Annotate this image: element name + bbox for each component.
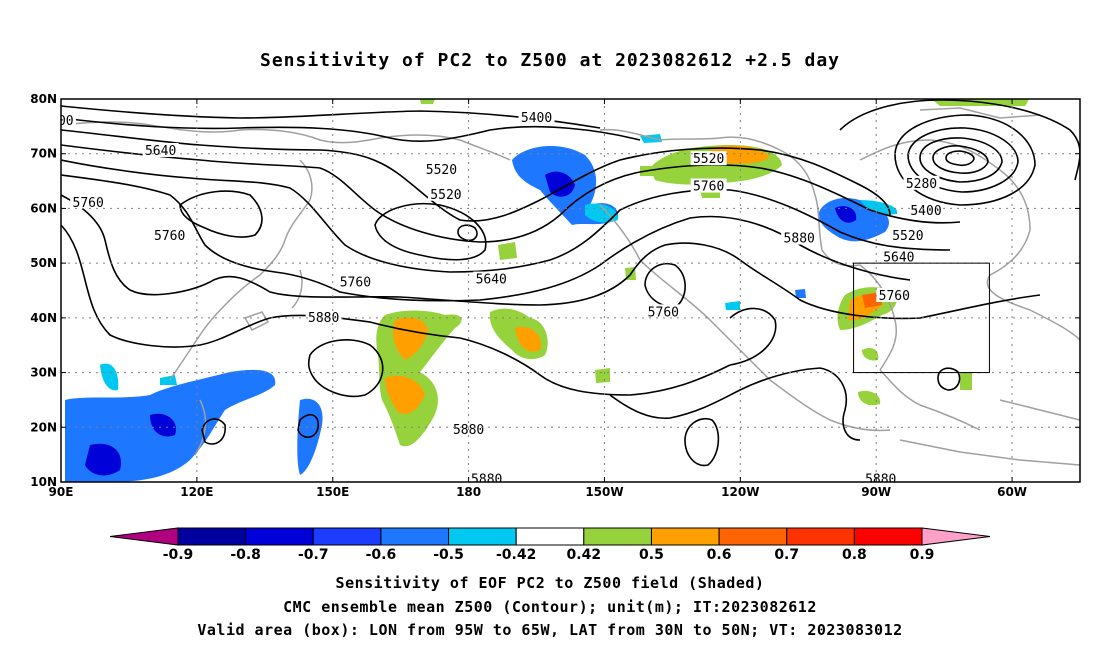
colorbar-swatch	[448, 527, 517, 546]
lat-label: 50N	[30, 256, 57, 270]
lat-label: 20N	[30, 420, 57, 434]
lat-label: 70N	[30, 147, 57, 161]
contour-label: 5760	[73, 196, 104, 211]
contour-label: 5760	[879, 289, 910, 304]
colorbar-label: 0.5	[639, 547, 664, 563]
contour-label: 5640	[883, 251, 914, 266]
plot-frame	[60, 98, 1081, 483]
longitude-axis: 90E 120E 150E 180 150W 120W 90W 60W	[49, 99, 1027, 499]
contour-label: 5640	[145, 144, 176, 159]
shaded-sensitivity	[65, 99, 1030, 482]
contour-label: 5280	[906, 177, 937, 192]
lat-label: 10N	[30, 475, 57, 489]
contour-label: 5880	[865, 472, 896, 487]
contour-label-bg	[61, 112, 76, 127]
colorbar: -0.9 -0.8 -0.7 -0.6 -0.5 -0.42 0.42 0.5 0.6 0.7 0.…	[109, 527, 991, 563]
colorbar-label: -0.5	[433, 547, 464, 563]
lon-label: 90E	[49, 485, 74, 499]
gridlines	[61, 99, 1080, 482]
contour-label: 5760	[693, 180, 724, 195]
contour-label-bg	[862, 471, 899, 482]
colorbar-swatch	[380, 527, 450, 546]
colorbar-swatch	[718, 527, 788, 546]
caption-line-2: CMC ensemble mean Z500 (Contour); unit(m…	[283, 598, 817, 616]
colorbar-label: 0.6	[707, 547, 732, 563]
contour-label-bg	[473, 271, 510, 286]
lat-label: 30N	[30, 366, 57, 380]
lon-label: 120E	[180, 485, 213, 499]
lat-label: 80N	[30, 92, 57, 106]
colorbar-label: -0.42	[496, 547, 536, 563]
contour-label-bg	[337, 274, 374, 289]
contour-labels: 400 5400 5640 5520 5520 5760 5280 5760 5520 5400 5…	[50, 110, 945, 487]
lon-label: 90W	[861, 485, 891, 499]
caption-line-3: Valid area (box): LON from 95W to 65W, L…	[197, 621, 903, 639]
colorbar-swatch	[515, 527, 585, 546]
contour-label-bg	[781, 230, 818, 245]
colorbar-swatch	[177, 527, 247, 546]
colorbar-end-low	[109, 527, 179, 546]
contour-label: 5880	[471, 472, 502, 487]
colorbar-end-high	[921, 527, 991, 546]
contour-label: 5640	[476, 273, 507, 288]
contour-label: 5760	[340, 275, 371, 290]
colorbar-swatch	[853, 527, 923, 546]
contour-label: 5760	[648, 305, 679, 320]
contour-label: 400	[50, 114, 73, 129]
lon-label: 180	[456, 485, 481, 499]
colorbar-swatch	[245, 527, 314, 546]
contour-label: 5880	[784, 232, 815, 247]
colorbar-swatch	[583, 527, 652, 546]
contour-label-bg	[690, 151, 727, 166]
contour-label-bg	[908, 203, 945, 218]
colorbar-swatch	[786, 527, 855, 546]
contour-label: 5520	[426, 163, 457, 178]
contour-label: 5760	[154, 229, 185, 244]
contour-label-bg	[876, 287, 913, 302]
colorbar-label: -0.6	[366, 547, 397, 563]
contour-label: 5520	[430, 188, 461, 203]
contour-label-bg	[70, 194, 107, 209]
contour-label-bg	[151, 227, 188, 242]
contour-label-bg	[518, 110, 555, 125]
contour-label: 5880	[453, 423, 484, 438]
colorbar-label: -0.9	[163, 547, 194, 563]
z500-contours	[61, 99, 1080, 467]
contour-label-bg	[903, 175, 940, 190]
contour-label-bg	[423, 162, 460, 177]
colorbar-label: -0.8	[230, 547, 261, 563]
lon-label: 120W	[721, 485, 759, 499]
lon-label: 150E	[316, 485, 349, 499]
latitude-axis: 80N 70N 60N 50N 40N 30N 20N 10N	[30, 92, 1080, 489]
contour-label-bg	[427, 186, 464, 201]
contour-label: 5520	[693, 152, 724, 167]
map-title: Sensitivity of PC2 to Z500 at 2023082612…	[259, 50, 840, 71]
contour-label-bg	[142, 142, 179, 157]
lon-label: 60W	[997, 485, 1027, 499]
contour-label-bg	[305, 309, 342, 324]
colorbar-label: 0.9	[910, 547, 935, 563]
colorbar-label: 0.8	[842, 547, 867, 563]
colorbar-swatch	[312, 527, 382, 546]
caption-line-1: Sensitivity of EOF PC2 to Z500 field (Sh…	[335, 574, 765, 592]
colorbar-label: 0.42	[567, 547, 602, 563]
contour-label: 5400	[521, 111, 552, 126]
contour-label: 5880	[308, 311, 339, 326]
colorbar-label: 0.7	[774, 547, 799, 563]
colorbar-swatch	[650, 527, 720, 546]
contour-label-bg	[880, 249, 917, 264]
contour-label-bg	[468, 471, 505, 482]
colorbar-label: -0.7	[298, 547, 329, 563]
lat-label: 60N	[30, 201, 57, 215]
coastlines	[61, 107, 1080, 466]
lon-label: 150W	[585, 485, 623, 499]
contour-label-bg	[889, 227, 926, 242]
lat-label: 40N	[30, 311, 57, 325]
contour-label-bg	[690, 178, 727, 193]
contour-label: 5400	[910, 204, 941, 219]
contour-label-bg	[645, 304, 682, 319]
valid-area-box	[853, 262, 990, 374]
contour-label: 5520	[892, 229, 923, 244]
